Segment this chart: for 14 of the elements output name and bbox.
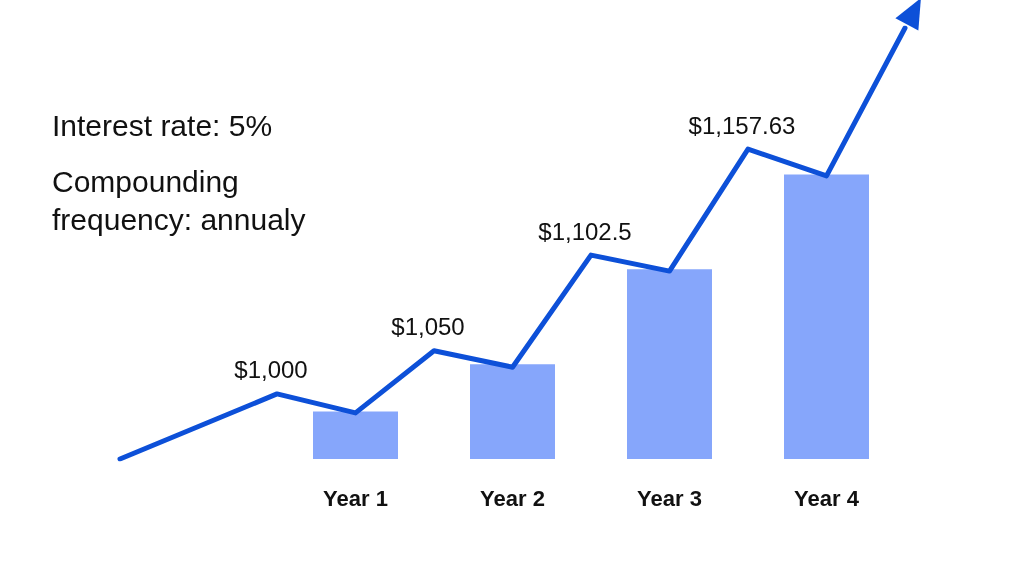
x-tick-label: Year 2 (480, 485, 545, 511)
annotation: $1,000 (234, 356, 308, 384)
bar (470, 364, 555, 459)
annotation: $1,157.63 (688, 111, 796, 139)
x-tick-label: Year 3 (637, 485, 702, 511)
bar (313, 411, 398, 459)
bar (627, 269, 712, 459)
x-tick-label: Year 1 (323, 485, 388, 511)
bar (784, 174, 869, 459)
annotation: $1,102.5 (538, 217, 632, 245)
x-tick-label: Year 4 (794, 485, 860, 511)
annotation: $1,050 (391, 313, 465, 341)
annotation: Interest rate: 5% (52, 108, 273, 142)
annotation: Compounding frequency: annualy (52, 164, 306, 236)
